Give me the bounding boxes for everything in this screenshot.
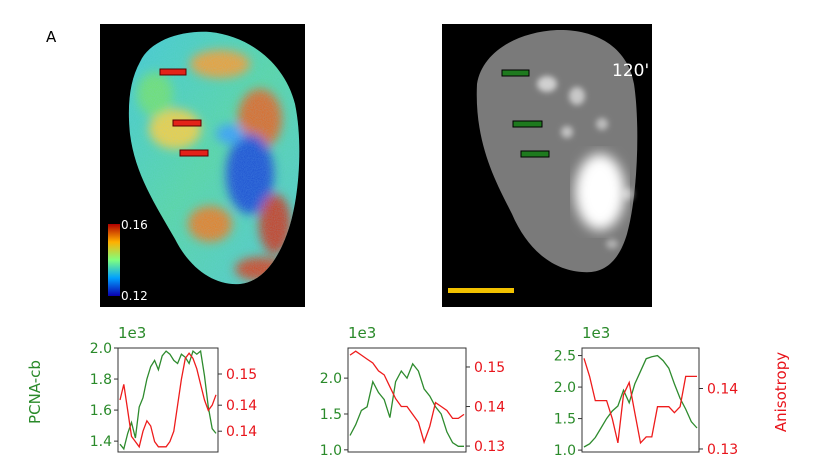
pcna-series-line [349, 362, 464, 447]
left-tick-label: 1.8 [90, 372, 112, 388]
right-ticks-3: 0.13 0.14 [699, 382, 738, 458]
profile-plot-3: 1e3 Anisotropy 1.0 1.5 2.0 2.5 0.13 0.14 [554, 324, 790, 459]
right-tick-label: 0.15 [226, 367, 257, 383]
right-axis-label-3: Anisotropy [772, 352, 790, 432]
left-tick-label: 1.4 [90, 434, 112, 450]
left-axis-multiplier-3: 1e3 [582, 324, 610, 342]
anisotropy-image: 0.16 0.12 [100, 24, 305, 307]
left-tick-label: 1.0 [554, 443, 576, 459]
left-tick-label: 2.0 [320, 371, 342, 387]
right-ticks-1: 0.14 0.14 0.15 [218, 367, 257, 440]
series-lines-3 [583, 354, 698, 448]
pcna-fluorescence-image: 120' [442, 24, 652, 307]
panel-label: A [46, 28, 57, 46]
left-tick-label: 1.0 [320, 443, 342, 459]
anisotropy-series-line [583, 358, 697, 445]
left-ticks-3: 1.0 1.5 2.0 2.5 [554, 349, 582, 459]
scale-bar [448, 288, 514, 293]
left-tick-label: 1.5 [320, 407, 342, 423]
profile-plot-2: 1e3 1.0 1.5 2.0 0.13 0.14 0.15 [320, 324, 506, 459]
profile-plot-1: 1e3 PCNA-cb 1.4 1.6 1.8 2.0 0.14 0.14 0.15 [26, 324, 257, 453]
right-tick-label: 0.15 [474, 360, 505, 376]
plot-frame-2 [347, 347, 467, 453]
colorbar-max-label: 0.16 [121, 218, 148, 232]
left-tick-label: 2.0 [554, 380, 576, 396]
right-ticks-2: 0.13 0.14 0.15 [466, 360, 505, 455]
left-tick-label: 2.5 [554, 349, 576, 365]
right-tick-label: 0.14 [226, 424, 257, 440]
right-tick-label: 0.13 [474, 439, 505, 455]
left-tick-label: 1.6 [90, 403, 112, 419]
left-tick-label: 2.0 [90, 341, 112, 357]
plot-frame-1 [117, 347, 219, 453]
time-label: 120' [612, 61, 649, 81]
series-lines-2 [349, 350, 465, 447]
right-tick-label: 0.13 [707, 442, 738, 458]
anisotropy-series-line [119, 352, 217, 449]
anisotropy-series-line [349, 350, 465, 445]
left-axis-multiplier-2: 1e3 [348, 324, 376, 342]
series-lines-1 [119, 349, 217, 451]
left-ticks-1: 1.4 1.6 1.8 2.0 [90, 341, 118, 450]
right-tick-label: 0.14 [474, 400, 505, 416]
pcna-series-line [583, 354, 698, 448]
pcna-series-line [119, 349, 217, 451]
left-ticks-2: 1.0 1.5 2.0 [320, 371, 348, 459]
right-tick-label: 0.14 [226, 398, 257, 414]
colorbar-min-label: 0.12 [121, 289, 148, 303]
left-axis-label-1: PCNA-cb [26, 360, 44, 424]
left-tick-label: 1.5 [554, 412, 576, 428]
left-axis-multiplier-1: 1e3 [118, 324, 146, 342]
plot-frame-3 [581, 347, 700, 453]
right-tick-label: 0.14 [707, 382, 738, 398]
